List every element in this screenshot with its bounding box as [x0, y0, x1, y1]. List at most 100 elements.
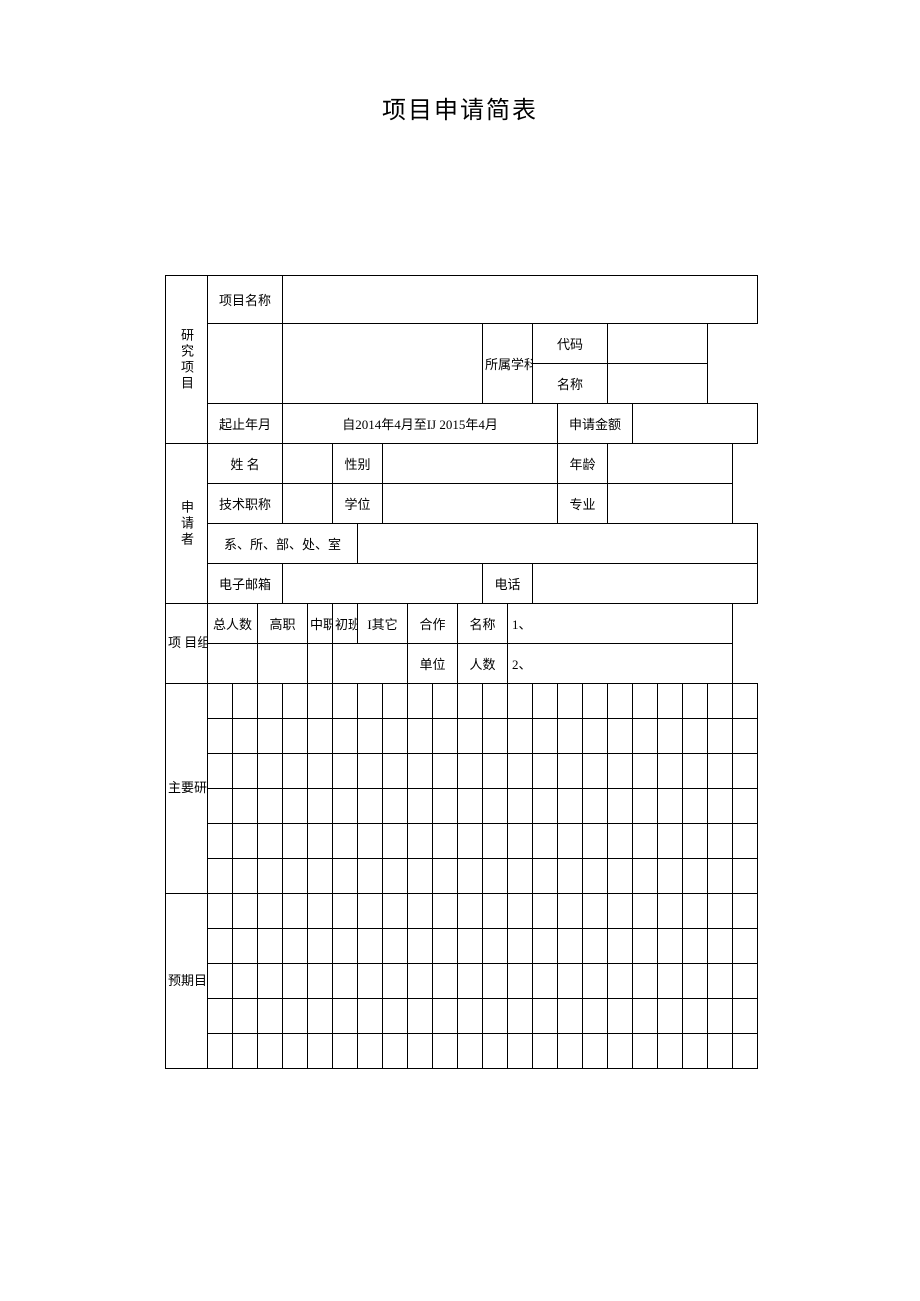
- grid-cell: [583, 824, 608, 859]
- grid-cell: [458, 684, 483, 719]
- grid-cell: [733, 999, 758, 1034]
- grid-cell: [633, 719, 658, 754]
- grid-cell: [383, 719, 408, 754]
- grid-cell: [733, 719, 758, 754]
- grid-cell: [508, 894, 533, 929]
- grid-cell: [583, 964, 608, 999]
- grid-cell: [708, 789, 733, 824]
- grid-cell: [683, 859, 708, 894]
- grid-cell: [333, 859, 358, 894]
- grid-cell: [483, 859, 508, 894]
- grid-cell: [483, 824, 508, 859]
- research-project-label: 研究项目: [166, 276, 208, 444]
- title-label: 技术职称: [208, 484, 283, 524]
- code-value: [608, 324, 708, 364]
- grid-cell: [708, 754, 733, 789]
- grid-cell: [408, 789, 433, 824]
- grid-cell: [508, 754, 533, 789]
- grid-cell: [658, 964, 683, 999]
- grid-cell: [358, 929, 383, 964]
- age-label: 年龄: [558, 444, 608, 484]
- grid-cell: [383, 894, 408, 929]
- grid-cell: [558, 684, 583, 719]
- grid-cell: [283, 929, 308, 964]
- grid-cell: [433, 719, 458, 754]
- grid-cell: [583, 1034, 608, 1069]
- grid-cell: [308, 999, 333, 1034]
- grid-cell: [583, 789, 608, 824]
- grid-cell: [458, 789, 483, 824]
- subject-label: 所属学科: [483, 324, 533, 404]
- grid-cell: [508, 719, 533, 754]
- grid-cell: [408, 894, 433, 929]
- grid-cell: [333, 824, 358, 859]
- grid-cell: [533, 929, 558, 964]
- grid-cell: [383, 859, 408, 894]
- grid-cell: [333, 789, 358, 824]
- email-value: [283, 564, 483, 604]
- grid-cell: [308, 1034, 333, 1069]
- grid-cell: [508, 1034, 533, 1069]
- grid-cell: [508, 824, 533, 859]
- grid-cell: [458, 929, 483, 964]
- grid-cell: [258, 789, 283, 824]
- applicant-label: 申请者: [166, 444, 208, 604]
- email-label: 电子邮箱: [208, 564, 283, 604]
- grid-cell: [608, 1034, 633, 1069]
- major-label: 专业: [558, 484, 608, 524]
- grid-cell: [608, 999, 633, 1034]
- grid-cell: [333, 964, 358, 999]
- grid-cell: [358, 1034, 383, 1069]
- grid-cell: [608, 929, 633, 964]
- grid-cell: [358, 719, 383, 754]
- gender-value: [383, 444, 558, 484]
- unit-label: 单位: [408, 644, 458, 684]
- grid-cell: [233, 754, 258, 789]
- grid-cell: [408, 859, 433, 894]
- gender-label: 性别: [333, 444, 383, 484]
- page-title: 项目申请简表: [165, 90, 755, 125]
- grid-cell: [558, 1034, 583, 1069]
- grid-cell: [608, 684, 633, 719]
- grid-cell: [508, 684, 533, 719]
- grid-cell: [358, 789, 383, 824]
- grid-cell: [308, 754, 333, 789]
- grid-cell: [733, 929, 758, 964]
- grid-cell: [583, 719, 608, 754]
- grid-cell: [308, 859, 333, 894]
- grid-cell: [733, 964, 758, 999]
- grid-cell: [333, 754, 358, 789]
- grid-cell: [258, 684, 283, 719]
- degree-label: 学位: [333, 484, 383, 524]
- grid-cell: [483, 684, 508, 719]
- grid-cell: [683, 894, 708, 929]
- grid-cell: [258, 1034, 283, 1069]
- grid-cell: [358, 999, 383, 1034]
- grid-cell: [583, 684, 608, 719]
- grid-cell: [283, 754, 308, 789]
- grid-cell: [733, 1034, 758, 1069]
- grid-cell: [458, 859, 483, 894]
- grid-cell: [458, 754, 483, 789]
- grid-cell: [483, 964, 508, 999]
- grid-cell: [308, 894, 333, 929]
- amount-value: [633, 404, 758, 444]
- grid-cell: [608, 894, 633, 929]
- grid-cell: [383, 789, 408, 824]
- grid-cell: [558, 999, 583, 1034]
- grid-cell: [733, 859, 758, 894]
- grid-cell: [433, 824, 458, 859]
- grid-cell: [508, 789, 533, 824]
- grid-cell: [658, 859, 683, 894]
- grid-cell: [633, 754, 658, 789]
- coop-label: 合作: [408, 604, 458, 644]
- grid-cell: [708, 824, 733, 859]
- phone-label: 电话: [483, 564, 533, 604]
- grid-cell: [658, 999, 683, 1034]
- grid-cell: [608, 789, 633, 824]
- grid-cell: [683, 1034, 708, 1069]
- grid-cell: [433, 999, 458, 1034]
- grid-cell: [533, 719, 558, 754]
- grid-cell: [233, 964, 258, 999]
- count-label: 人数: [458, 644, 508, 684]
